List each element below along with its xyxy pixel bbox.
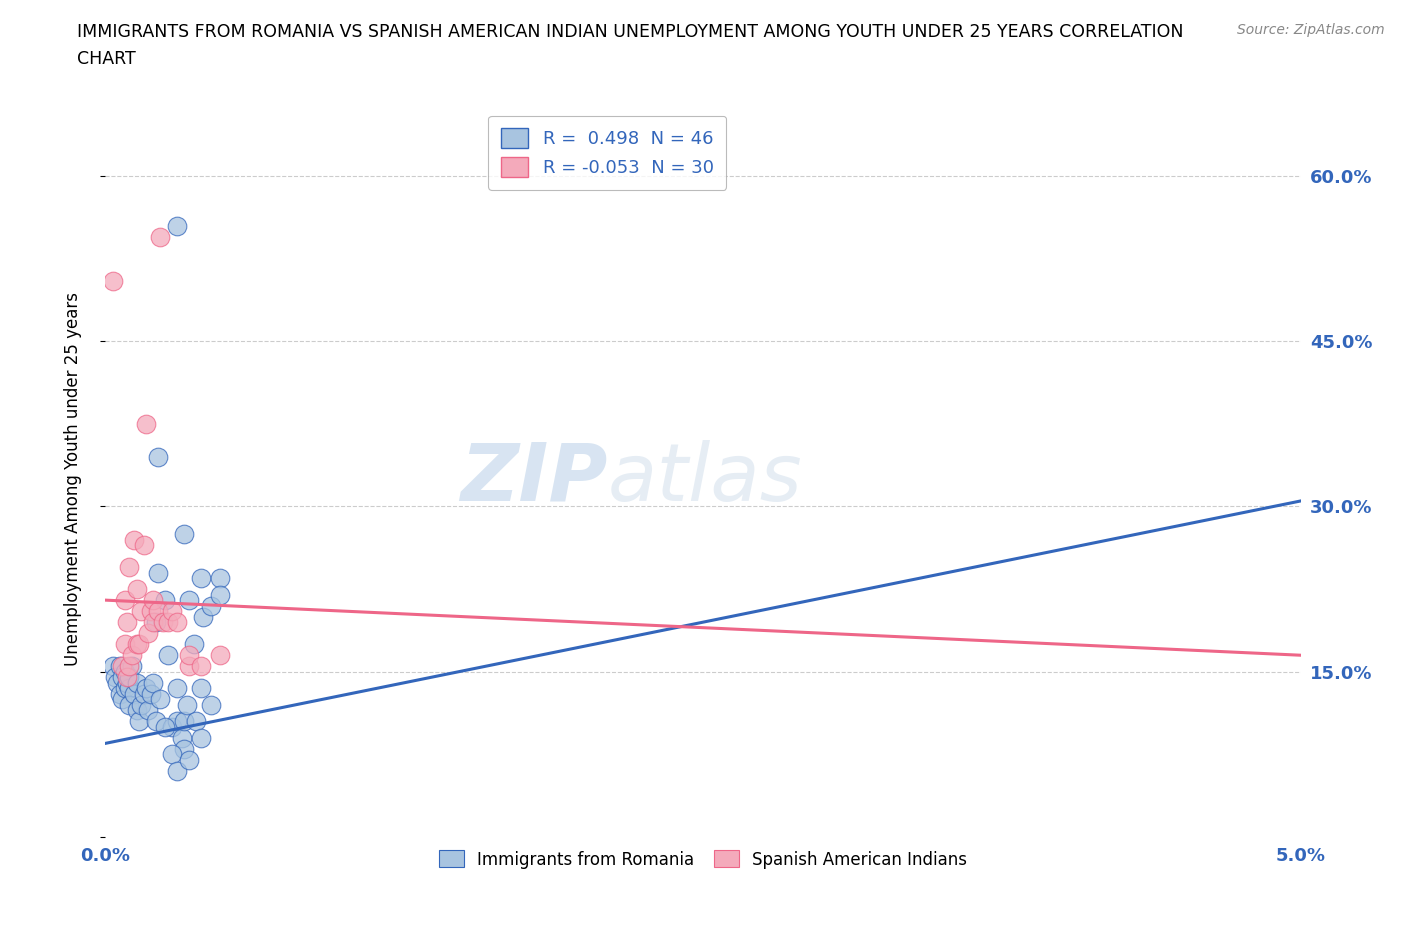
Point [118,658,141,673]
Point [101,273,124,288]
Point [173,714,195,729]
Point [155,720,177,735]
Point [128,637,150,652]
Point [166,219,188,233]
Point [142,675,165,690]
Point [111,692,134,707]
Point [132,538,155,552]
Point [114,637,136,652]
Point [149,229,172,244]
Text: atlas: atlas [607,440,803,518]
Point [162,720,184,735]
Point [111,658,134,673]
Point [162,604,184,618]
Point [118,560,141,575]
Point [122,686,145,701]
Point [135,417,157,432]
Point [200,698,222,712]
Point [155,592,177,607]
Point [166,764,188,778]
Point [177,658,201,673]
Text: Source: ZipAtlas.com: Source: ZipAtlas.com [1237,23,1385,37]
Point [149,692,172,707]
Point [114,681,136,696]
Point [145,615,167,630]
Point [108,658,131,673]
Point [114,664,136,679]
Point [152,615,174,630]
Point [170,730,193,745]
Point [122,532,145,547]
Text: ZIP: ZIP [460,440,607,518]
Point [118,670,141,684]
Point [146,565,169,580]
Point [177,752,201,767]
Point [115,670,138,684]
Point [138,703,160,718]
Point [121,648,143,663]
Point [132,686,155,701]
Point [135,681,157,696]
Legend: Immigrants from Romania, Spanish American Indians: Immigrants from Romania, Spanish America… [432,844,974,875]
Point [125,675,148,690]
Point [146,604,169,618]
Point [115,615,138,630]
Point [108,686,131,701]
Point [173,741,195,756]
Point [162,747,184,762]
Point [118,698,141,712]
Point [166,714,188,729]
Point [125,581,148,596]
Point [166,615,188,630]
Point [190,658,212,673]
Point [156,615,179,630]
Point [125,703,148,718]
Point [121,658,143,673]
Point [115,675,138,690]
Point [118,681,141,696]
Point [139,686,162,701]
Point [173,526,195,541]
Point [209,648,232,663]
Point [193,609,215,624]
Point [190,730,212,745]
Y-axis label: Unemployment Among Youth under 25 years: Unemployment Among Youth under 25 years [63,292,82,666]
Point [186,714,208,729]
Point [142,592,165,607]
Point [190,571,212,586]
Point [111,670,134,684]
Point [200,598,222,613]
Point [129,604,153,618]
Point [129,698,153,712]
Point [209,571,232,586]
Point [139,604,162,618]
Point [125,637,148,652]
Point [177,592,201,607]
Point [156,648,179,663]
Point [101,658,124,673]
Point [138,626,160,641]
Point [209,587,232,602]
Point [183,637,205,652]
Point [190,681,212,696]
Point [166,681,188,696]
Point [128,714,150,729]
Point [142,615,165,630]
Text: IMMIGRANTS FROM ROMANIA VS SPANISH AMERICAN INDIAN UNEMPLOYMENT AMONG YOUTH UNDE: IMMIGRANTS FROM ROMANIA VS SPANISH AMERI… [77,23,1184,68]
Point [114,592,136,607]
Point [176,698,198,712]
Point [145,714,167,729]
Point [107,675,129,690]
Point [146,449,169,464]
Point [104,670,127,684]
Point [177,648,201,663]
